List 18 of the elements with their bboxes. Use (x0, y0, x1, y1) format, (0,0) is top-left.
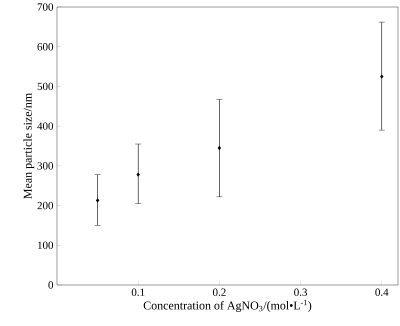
y-tick-label: 0 (48, 281, 54, 289)
y-tick-label: 500 (38, 82, 54, 90)
y-tick-label: 700 (38, 3, 54, 11)
y-axis-title: Mean particle size/nm (23, 93, 34, 199)
y-tick-label: 400 (37, 122, 54, 130)
point (136, 172, 140, 177)
x-tick-label: 0.4 (375, 288, 388, 296)
x-tick-label: 0.1 (132, 288, 144, 296)
y-tick-label: 100 (38, 242, 54, 249)
point (96, 198, 100, 203)
y-tick-label: 200 (38, 202, 54, 210)
y-tick-label: 300 (38, 162, 54, 170)
point (218, 146, 222, 150)
x-axis-title: Concentration of AgNO$_{3}$/(mol•L$^{-1}$) (144, 300, 312, 312)
point (380, 74, 384, 79)
y-tick-label: 600 (38, 43, 54, 50)
x-tick-label: 0.3 (294, 288, 307, 296)
x-tick-label: 0.2 (212, 288, 226, 296)
